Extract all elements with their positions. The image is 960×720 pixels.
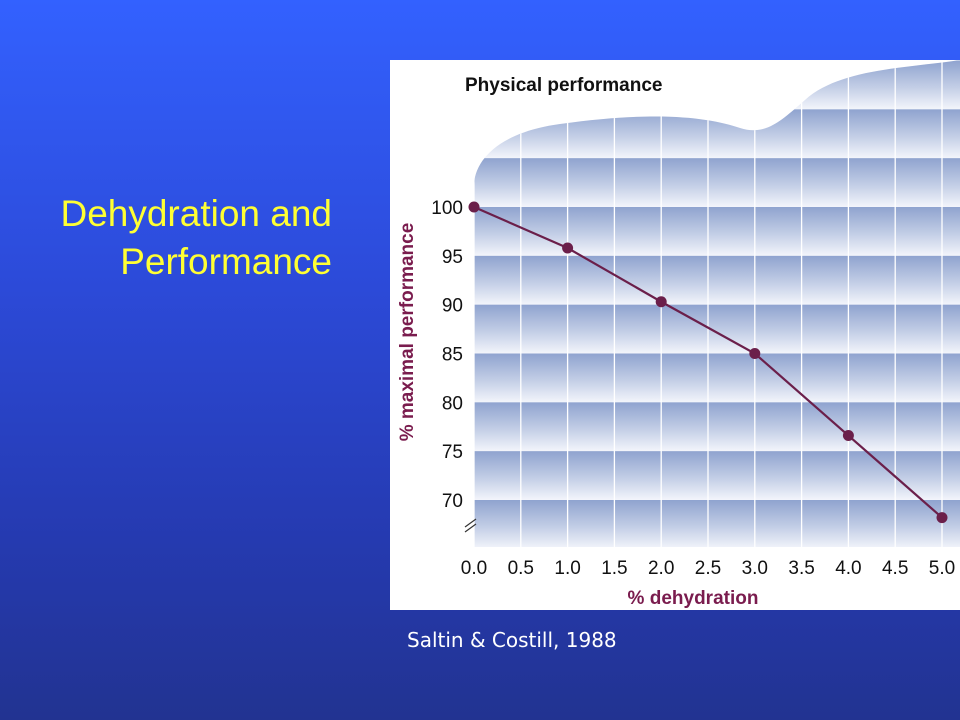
grid-band [474, 402, 960, 452]
x-tick-label: 2.0 [648, 558, 674, 579]
y-tick-label: 90 [442, 296, 463, 317]
grid-lines [474, 60, 943, 547]
line-chart: Physical performance 70 75 80 85 90 95 100 0.0… [397, 60, 960, 609]
gradient-bands [474, 60, 960, 547]
x-tick-label: 4.0 [835, 558, 861, 579]
x-tick-labels: 0.0 0.5 1.0 1.5 2.0 2.5 3.0 3.5 4.0 4.5 5.0 [461, 558, 955, 579]
data-point [655, 296, 667, 308]
y-tick-label: 70 [442, 491, 463, 512]
slide-title: Dehydration and Performance [10, 190, 332, 286]
grid-band [474, 451, 960, 500]
series-1 [468, 201, 948, 524]
x-tick-label: 0.5 [508, 558, 534, 579]
x-tick-label: 2.5 [695, 558, 721, 579]
grid-band [474, 500, 960, 547]
y-tick-label: 95 [442, 247, 463, 268]
slide-title-line1: Dehydration and [60, 193, 332, 234]
chart-title: Physical performance [465, 75, 662, 96]
grid-band [474, 207, 960, 256]
series-line [473, 205, 943, 519]
y-tick-label: 75 [442, 442, 463, 463]
grid-band [474, 109, 960, 159]
x-tick-label: 1.0 [554, 558, 580, 579]
data-point [562, 242, 574, 254]
y-tick-label: 85 [442, 345, 463, 366]
axis-break-icon [464, 518, 477, 533]
x-tick-label: 5.0 [929, 558, 955, 579]
slide-title-line2: Performance [120, 241, 332, 282]
y-tick-labels: 70 75 80 85 90 95 100 [431, 198, 463, 512]
data-point [936, 512, 948, 524]
x-axis-label: % dehydration [628, 588, 759, 609]
citation: Saltin & Costill, 1988 [407, 628, 617, 652]
x-tick-label: 4.5 [882, 558, 908, 579]
data-point [749, 348, 761, 359]
grid-band [474, 158, 960, 207]
x-tick-label: 3.0 [742, 558, 768, 579]
x-tick-label: 0.0 [461, 558, 487, 579]
x-tick-label: 3.5 [788, 558, 814, 579]
chart-figure: Physical performance 70 75 80 85 90 95 100 0.0… [390, 60, 960, 610]
grid-band [474, 255, 960, 305]
data-point [468, 201, 480, 213]
grid-band [474, 304, 960, 354]
grid-band [474, 353, 960, 403]
plot-panel [474, 60, 960, 547]
y-tick-label: 100 [431, 198, 463, 219]
y-axis-label: % maximal performance [397, 223, 418, 442]
y-tick-label: 80 [442, 393, 463, 414]
data-point [842, 430, 854, 442]
x-tick-label: 1.5 [601, 558, 627, 579]
